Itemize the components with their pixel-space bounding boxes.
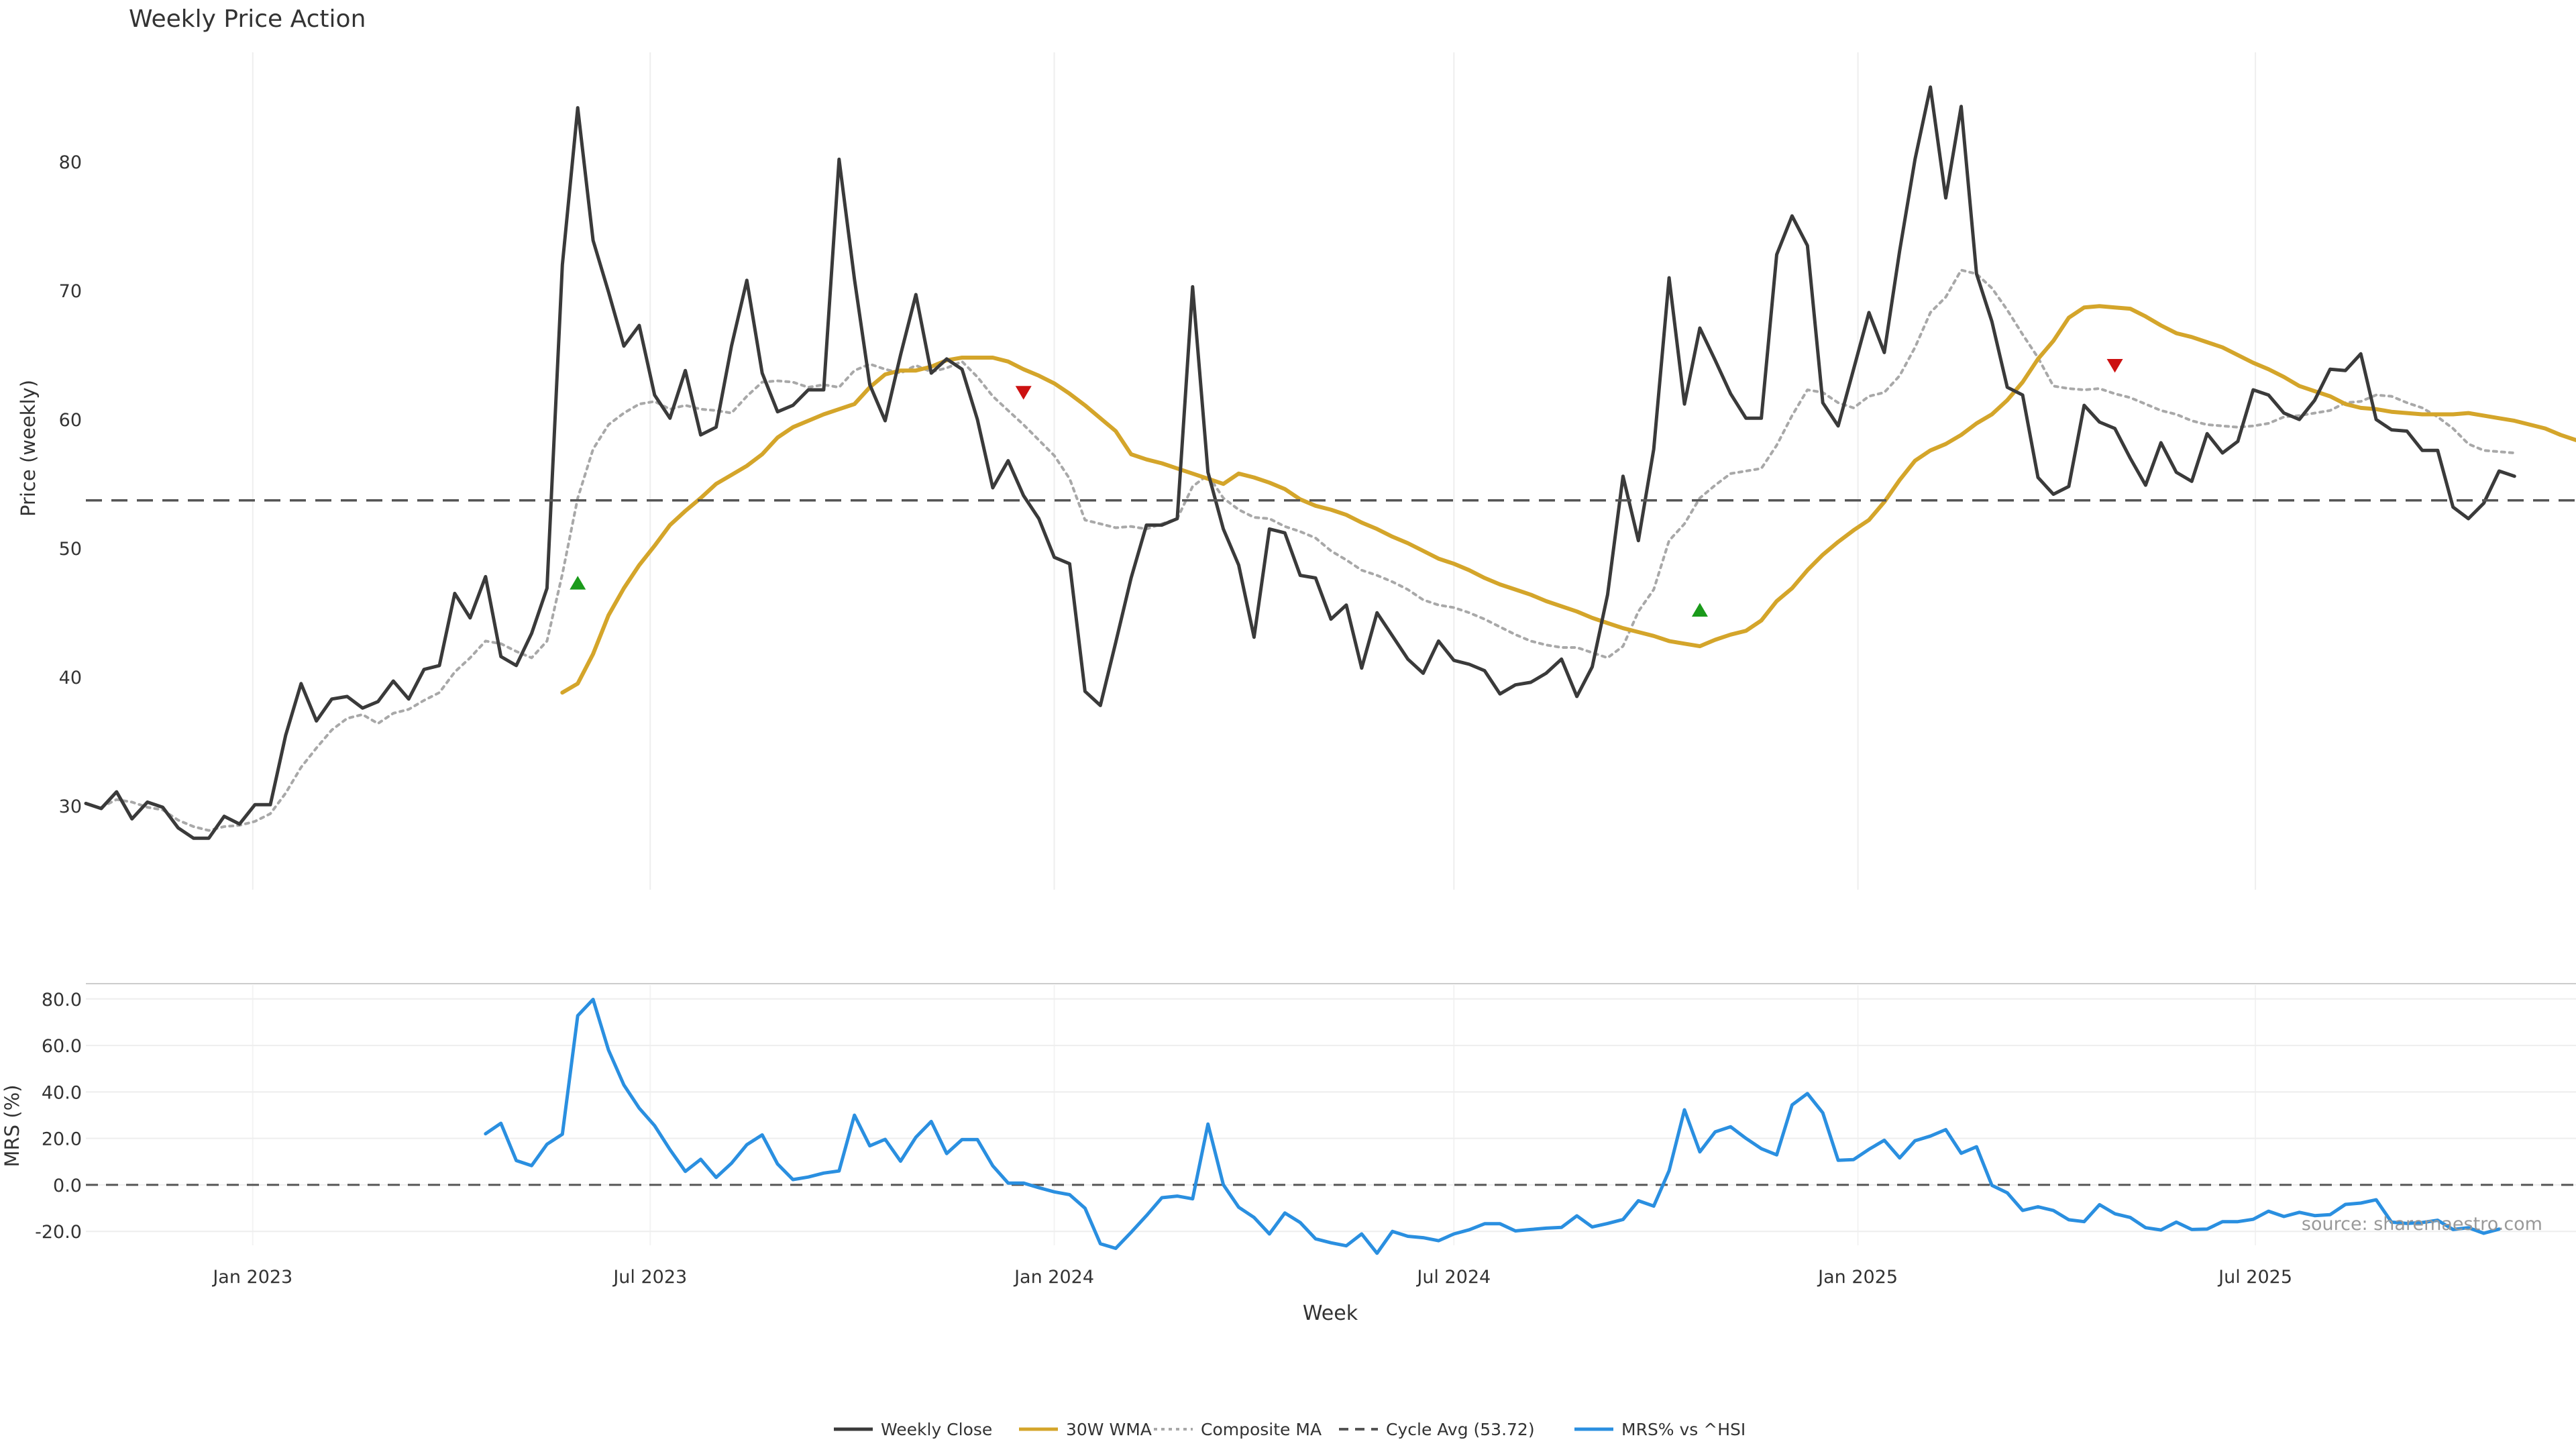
mrs-ytick-label: 80.0 <box>42 990 82 1010</box>
price-ytick-label: 30 <box>59 796 82 817</box>
legend-item-cycle-avg-53-72: Cycle Avg (53.72) <box>1339 1420 1535 1439</box>
week-xtick-label: Jan 2023 <box>211 1267 292 1288</box>
price-panel-series <box>84 85 2576 840</box>
legend-label: Composite MA <box>1201 1420 1322 1439</box>
legend-label: MRS% vs ^HSI <box>1621 1420 1746 1439</box>
week-xtick-label: Jul 2023 <box>612 1267 687 1288</box>
legend: Weekly Close 30W WMA Composite MA Cycle Avg… <box>834 1420 1746 1439</box>
mrs-ytick-label: 0.0 <box>53 1176 82 1196</box>
week-xtick-label: Jan 2025 <box>1817 1267 1898 1288</box>
mrs-panel-series <box>86 998 2576 1255</box>
chart-title: Weekly Price Action <box>129 5 366 33</box>
price-ytick-label: 70 <box>59 281 82 302</box>
legend-label: Cycle Avg (53.72) <box>1386 1420 1535 1439</box>
legend-item-mrs-vs-hsi: MRS% vs ^HSI <box>1574 1420 1746 1439</box>
mrs-panel-grid <box>86 983 2576 1245</box>
price-axis-label: Price (weekly) <box>17 380 40 517</box>
source-watermark: source: sharemaestro.com <box>2302 1214 2542 1235</box>
week-axis-label: Week <box>1303 1302 1358 1325</box>
axes-labels: 30 40 50 60 70 80 -20.0 0.0 20.0 40.0 60.0 80.0 Jan … <box>35 152 2292 1288</box>
price-ytick-label: 80 <box>59 152 82 173</box>
buy-signal-marker <box>1691 603 1708 617</box>
legend-label: Weekly Close <box>881 1420 992 1439</box>
buy-signal-marker <box>570 576 586 590</box>
price-ytick-label: 50 <box>59 539 82 560</box>
week-xtick-label: Jul 2024 <box>1415 1267 1491 1288</box>
week-xtick-label: Jul 2025 <box>2217 1267 2292 1288</box>
series-line-composite-ma <box>99 268 2516 832</box>
sell-signal-marker <box>1015 386 1032 400</box>
mrs-ytick-label: 40.0 <box>42 1082 82 1103</box>
legend-label: 30W WMA <box>1066 1420 1152 1439</box>
legend-item-weekly-close: Weekly Close <box>834 1420 992 1439</box>
price-ytick-label: 40 <box>59 668 82 688</box>
mrs-ytick-label: -20.0 <box>35 1222 82 1243</box>
mrs-ytick-label: 60.0 <box>42 1036 82 1057</box>
mrs-axis-label: MRS (%) <box>1 1085 23 1168</box>
week-xtick-label: Jan 2024 <box>1013 1267 1094 1288</box>
legend-item-30w-wma: 30W WMA <box>1019 1420 1152 1439</box>
series-line-mrs-vs-hsi <box>484 998 2501 1255</box>
price-ytick-label: 60 <box>59 410 82 431</box>
legend-item-composite-ma: Composite MA <box>1154 1420 1322 1439</box>
sell-signal-marker <box>2106 358 2123 373</box>
price-panel-grid <box>252 52 2257 890</box>
mrs-ytick-label: 20.0 <box>42 1129 82 1150</box>
series-line-weekly-close <box>84 85 2516 840</box>
